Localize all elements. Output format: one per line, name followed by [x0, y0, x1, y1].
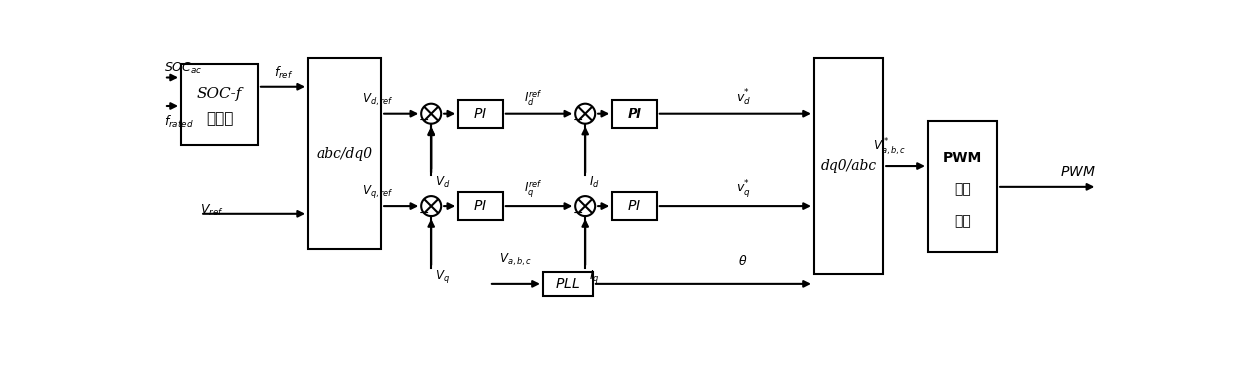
Bar — [612, 100, 657, 128]
Text: 下垂环: 下垂环 — [206, 111, 233, 126]
Text: $V_{d,ref}$: $V_{d,ref}$ — [363, 91, 394, 108]
Bar — [181, 64, 258, 145]
Text: $V_q$: $V_q$ — [435, 268, 449, 285]
Text: 模块: 模块 — [954, 214, 971, 228]
Text: $PI$: $PI$ — [473, 199, 488, 213]
Text: $f_{rated}$: $f_{rated}$ — [163, 114, 194, 130]
Text: $-$: $-$ — [572, 206, 583, 219]
Text: abc/dq0: abc/dq0 — [317, 147, 373, 161]
Text: $SOC_{ac}$: $SOC_{ac}$ — [163, 61, 203, 77]
Text: $V^*_{a,b,c}$: $V^*_{a,b,c}$ — [873, 137, 906, 158]
Bar — [458, 192, 503, 220]
Bar — [927, 121, 997, 252]
Text: $PI$: $PI$ — [628, 199, 641, 213]
Text: $-$: $-$ — [418, 206, 430, 219]
Text: SOC-f: SOC-f — [197, 87, 243, 101]
Text: $-$: $-$ — [418, 113, 430, 127]
Bar — [458, 100, 503, 128]
Bar — [308, 58, 381, 249]
Text: $I_q$: $I_q$ — [589, 268, 599, 285]
Text: dq0/abc: dq0/abc — [821, 159, 877, 173]
Text: $V_{a,b,c}$: $V_{a,b,c}$ — [499, 251, 532, 268]
Text: $PLL$: $PLL$ — [556, 277, 581, 291]
Bar — [542, 272, 593, 296]
Text: $v_d^{*}$: $v_d^{*}$ — [735, 87, 750, 108]
Bar — [612, 192, 657, 220]
Text: $I_q^{ref}$: $I_q^{ref}$ — [524, 179, 543, 200]
Text: $PWM$: $PWM$ — [1060, 165, 1096, 179]
Text: $V_d$: $V_d$ — [435, 175, 451, 191]
Text: $I_d$: $I_d$ — [589, 175, 599, 191]
Text: $V_{ref}$: $V_{ref}$ — [201, 202, 224, 218]
Text: $v_q^{*}$: $v_q^{*}$ — [735, 178, 750, 200]
Text: $PI$: $PI$ — [473, 107, 488, 121]
Bar — [813, 58, 883, 274]
Text: 生成: 生成 — [954, 182, 971, 196]
Text: $\theta$: $\theta$ — [738, 254, 748, 268]
Text: $-$: $-$ — [572, 113, 583, 127]
Text: PWM: PWM — [943, 151, 982, 165]
Text: $V_{q,ref}$: $V_{q,ref}$ — [363, 183, 394, 200]
Text: $I_d^{ref}$: $I_d^{ref}$ — [524, 88, 543, 108]
Text: $f_{ref}$: $f_{ref}$ — [274, 65, 293, 81]
Text: $PI$: $PI$ — [628, 107, 641, 121]
Text: $PI$: $PI$ — [629, 107, 643, 121]
